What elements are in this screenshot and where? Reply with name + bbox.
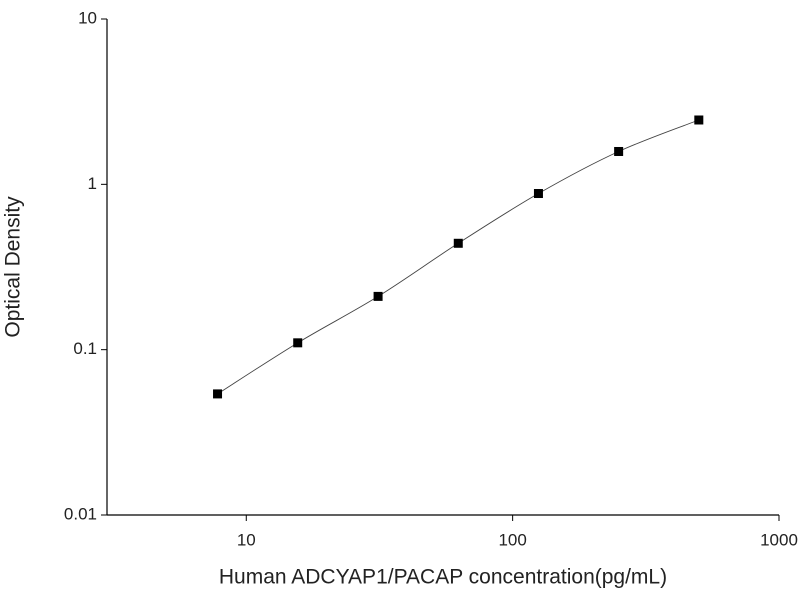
y-tick-label: 0.01 [64,504,97,523]
data-point [614,146,624,156]
data-point [293,338,303,348]
fit-line [217,119,699,395]
x-tick-label: 1000 [760,530,798,549]
y-tick-label: 0.1 [73,339,97,358]
data-point [694,115,704,125]
y-axis-title: Optical Density [2,196,25,338]
data-point [453,238,463,248]
data-point [373,291,383,301]
data-point [533,189,543,199]
y-tick-label: 10 [78,8,97,27]
x-tick-label: 10 [237,530,256,549]
x-tick-label: 100 [498,530,526,549]
y-tick-label: 1 [88,174,97,193]
x-axis-title: Human ADCYAP1/PACAP concentration(pg/mL) [219,566,667,589]
data-point [213,389,223,399]
